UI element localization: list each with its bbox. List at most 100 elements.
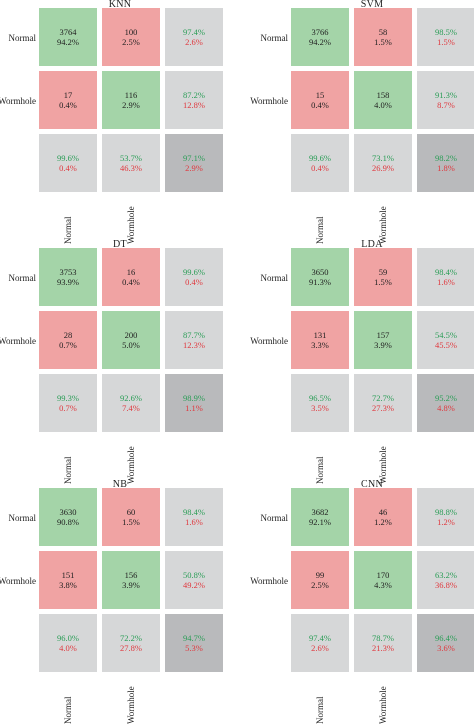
accuracy-value: 98.9% [165,393,223,403]
recall-value: 78.7% [354,633,412,643]
precision-value: 97.4% [165,27,223,37]
error-value: 4.0% [39,643,97,653]
precision-value: 98.8% [417,507,474,517]
cell-percent: 1.5% [354,37,412,47]
cell-percent: 94.2% [39,37,97,47]
col-summary-cell: 99.3%0.7% [39,374,97,432]
column-label-wormhole: Wormhole [378,686,388,724]
error-value: 0.4% [291,163,349,173]
error-value: 3.6% [417,643,474,653]
recall-value: 72.7% [354,393,412,403]
cell-count: 28 [39,330,97,340]
col-summary-cell: 99.6%0.4% [291,134,349,192]
row-summary-cell: 98.5%1.5% [417,8,474,66]
cell-percent: 0.4% [291,100,349,110]
recall-value: 92.6% [102,393,160,403]
precision-value: 99.6% [165,267,223,277]
cell-percent: 93.9% [39,277,97,287]
cell-values: 91.3%8.7% [417,90,474,110]
cell-count: 60 [102,507,160,517]
precision-value: 87.7% [165,330,223,340]
row-label-wormhole: Wormhole [0,96,36,106]
error-value: 27.3% [354,403,412,413]
error-value: 1.2% [417,517,474,527]
recall-value: 53.7% [102,153,160,163]
cell-values: 92.6%7.4% [102,393,160,413]
cell-count: 3764 [39,27,97,37]
precision-value: 98.5% [417,27,474,37]
row-summary-cell: 87.2%12.8% [165,71,223,129]
col-summary-cell: 72.2%27.8% [102,614,160,672]
cell-percent: 4.0% [354,100,412,110]
cell-percent: 5.0% [102,340,160,350]
cell-values: 50.8%49.2% [165,570,223,590]
cell-count: 3650 [291,267,349,277]
row-summary-cell: 99.6%0.4% [165,248,223,306]
overall-accuracy-cell: 98.2%1.8% [417,134,474,192]
cell-count: 3753 [39,267,97,277]
overall-accuracy-cell: 94.7%5.3% [165,614,223,672]
recall-value: 99.6% [39,153,97,163]
row-label-wormhole: Wormhole [0,336,36,346]
cell-count: 151 [39,570,97,580]
row-label-wormhole: Wormhole [0,576,36,586]
precision-value: 98.4% [165,507,223,517]
row-summary-cell: 63.2%36.8% [417,551,474,609]
error-value: 27.8% [102,643,160,653]
recall-value: 99.3% [39,393,97,403]
cell-percent: 3.3% [291,340,349,350]
error-value: 2.6% [165,37,223,47]
recall-value: 97.4% [291,633,349,643]
row-label-normal: Normal [0,273,36,283]
cell-count: 157 [354,330,412,340]
row-label-normal: Normal [228,33,288,43]
cell-values: 96.0%4.0% [39,633,97,653]
cell-percent: 4.3% [354,580,412,590]
cell-values: 98.2%1.8% [417,153,474,173]
error-value: 5.3% [165,643,223,653]
cell-percent: 94.2% [291,37,349,47]
cell-percent: 0.4% [39,100,97,110]
cell-percent: 2.9% [102,100,160,110]
error-value: 46.3% [102,163,160,173]
cell-percent: 1.2% [354,517,412,527]
col-summary-cell: 72.7%27.3% [354,374,412,432]
precision-value: 50.8% [165,570,223,580]
precision-value: 91.3% [417,90,474,100]
cell-count: 59 [354,267,412,277]
accuracy-value: 98.2% [417,153,474,163]
error-value: 4.8% [417,403,474,413]
cell-count: 156 [102,570,160,580]
column-label-wormhole: Wormhole [126,686,136,724]
accuracy-value: 96.4% [417,633,474,643]
row-label-normal: Normal [0,33,36,43]
cell-percent: 2.5% [102,37,160,47]
column-label-normal: Normal [63,697,73,724]
recall-value: 96.5% [291,393,349,403]
error-value: 1.6% [417,277,474,287]
row-summary-cell: 97.4%2.6% [165,8,223,66]
col-summary-cell: 99.6%0.4% [39,134,97,192]
cell-percent: 0.7% [39,340,97,350]
cell-percent: 2.5% [291,580,349,590]
precision-value: 98.4% [417,267,474,277]
